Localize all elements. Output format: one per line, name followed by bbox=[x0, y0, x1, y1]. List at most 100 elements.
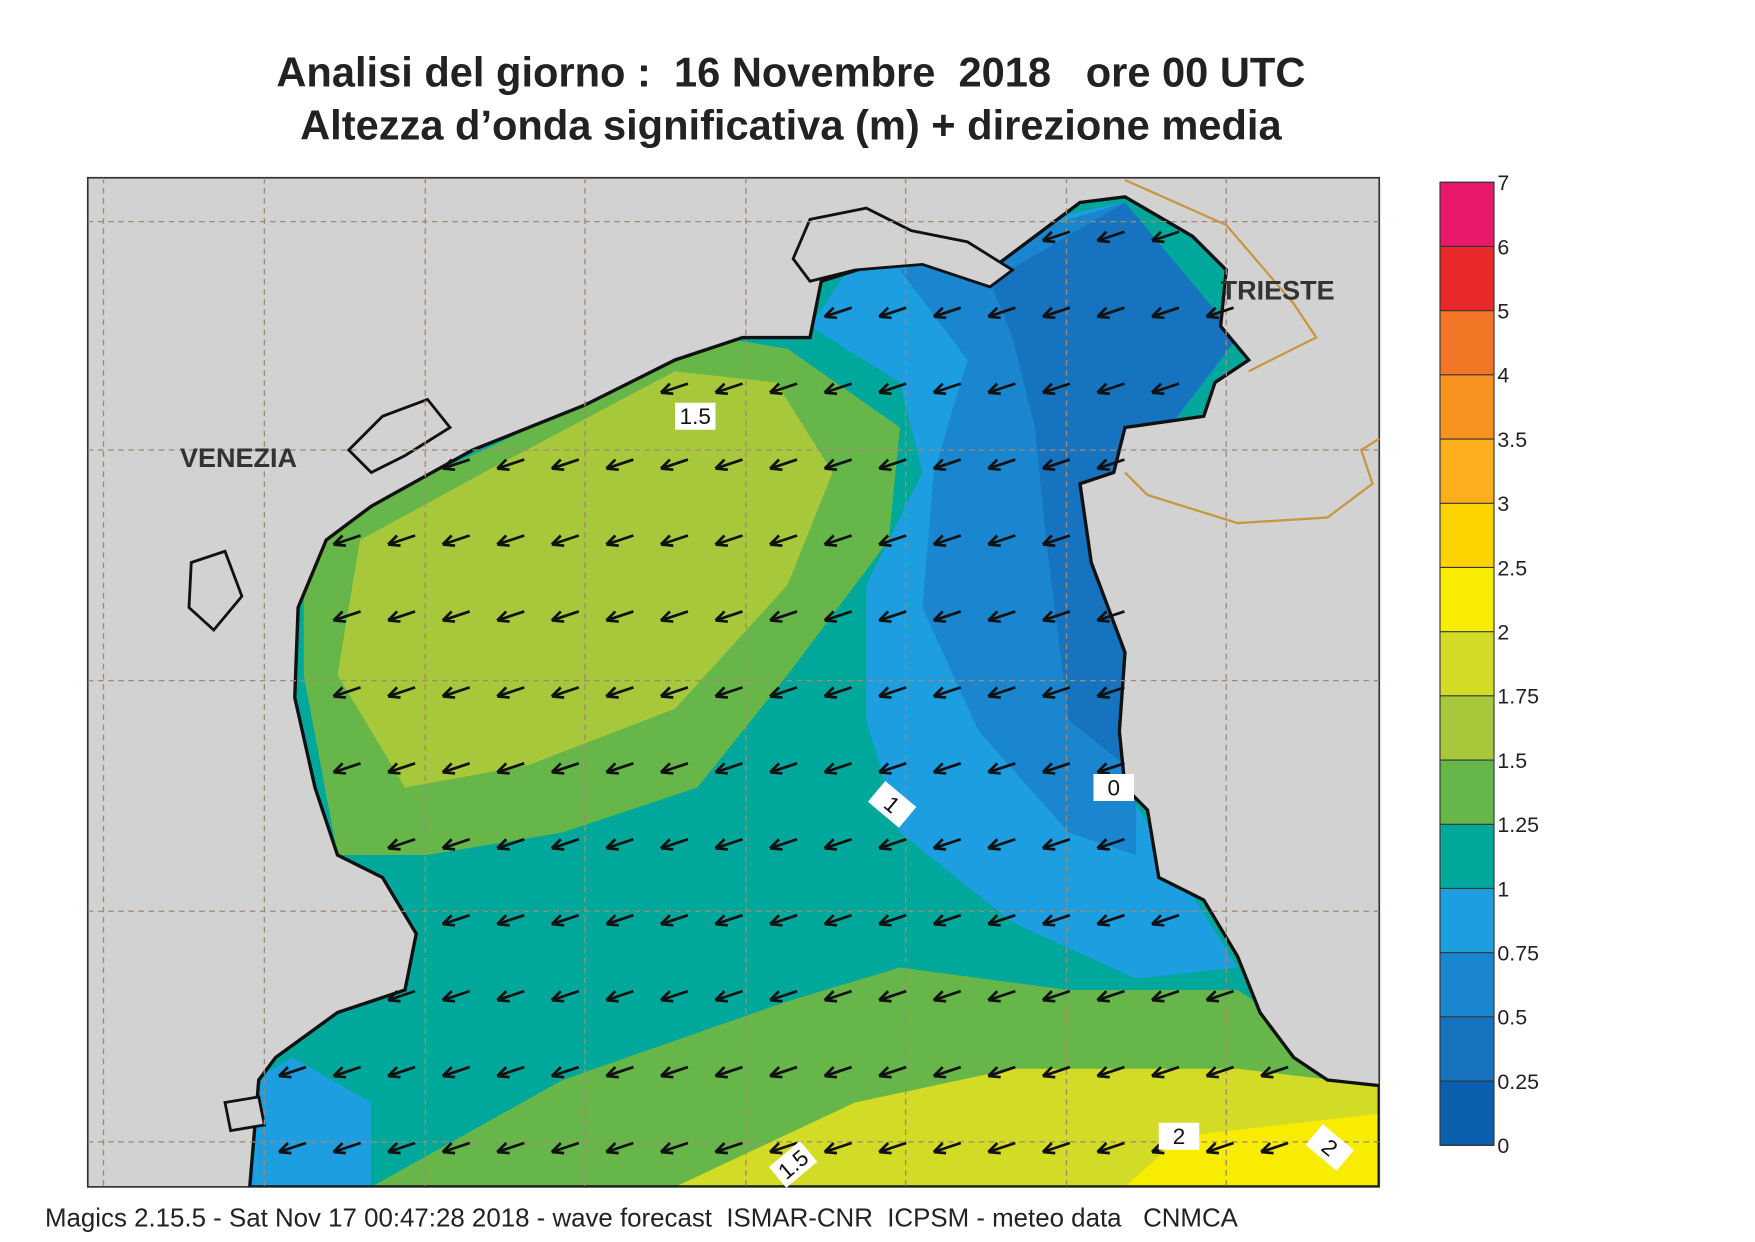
arrow bbox=[932, 610, 962, 623]
arrow bbox=[932, 989, 962, 1003]
colorbar-band bbox=[1440, 824, 1494, 889]
arrow bbox=[1041, 686, 1071, 699]
arrow bbox=[496, 686, 525, 699]
arrow bbox=[496, 837, 525, 851]
contour-label-box bbox=[1158, 1122, 1200, 1150]
arrow bbox=[387, 1065, 416, 1079]
arrow bbox=[332, 762, 361, 775]
colorbar-band bbox=[1440, 952, 1494, 1017]
arrow bbox=[987, 534, 1016, 547]
arrow bbox=[932, 837, 962, 851]
arrow bbox=[659, 382, 689, 396]
arrow bbox=[1205, 1065, 1234, 1079]
contour-label-text: 0 bbox=[1107, 775, 1120, 800]
colorbar-band bbox=[1440, 567, 1494, 632]
arrow bbox=[932, 382, 962, 396]
arrow bbox=[878, 382, 907, 396]
arrow bbox=[878, 837, 907, 851]
arrow bbox=[1096, 230, 1125, 244]
arrow bbox=[1205, 989, 1234, 1003]
arrow bbox=[496, 1065, 525, 1079]
contour-label-box bbox=[768, 1141, 818, 1188]
colorbar-band bbox=[1440, 1016, 1494, 1082]
colorbar-band bbox=[1440, 246, 1494, 311]
arrow bbox=[1096, 1065, 1125, 1079]
arrow bbox=[1096, 458, 1125, 472]
arrow bbox=[932, 913, 962, 927]
arrow bbox=[496, 458, 525, 472]
arrow bbox=[1096, 1141, 1125, 1155]
city-label: VENEZIA bbox=[180, 443, 297, 473]
arrow bbox=[659, 534, 689, 547]
footer: Magics 2.15.5 - Sat Nov 17 00:47:28 2018… bbox=[45, 1204, 1239, 1232]
contour-label-text: 1.5 bbox=[680, 404, 711, 429]
arrow bbox=[605, 989, 634, 1003]
arrow bbox=[332, 1141, 361, 1155]
arrow bbox=[769, 762, 798, 775]
arrow bbox=[1041, 837, 1071, 851]
arrow bbox=[441, 686, 471, 699]
arrow bbox=[278, 1065, 307, 1079]
arrow bbox=[932, 458, 962, 472]
arrow bbox=[1041, 610, 1071, 623]
arrow bbox=[659, 913, 689, 927]
arrow bbox=[823, 1141, 853, 1155]
arrow bbox=[823, 534, 853, 547]
arrow bbox=[441, 458, 471, 472]
arrow bbox=[1151, 306, 1180, 320]
colorbar-label: 0 bbox=[1497, 1134, 1509, 1158]
arrow bbox=[932, 686, 962, 699]
arrow bbox=[496, 913, 525, 927]
arrow bbox=[441, 837, 471, 851]
colorbar-label: 2 bbox=[1497, 621, 1509, 645]
colorbar-label: 7 bbox=[1497, 171, 1509, 195]
arrow bbox=[659, 762, 689, 775]
arrow bbox=[1151, 913, 1180, 927]
colorbar-label: 3 bbox=[1497, 492, 1509, 516]
wave-direction-arrows bbox=[278, 230, 1344, 1155]
arrow bbox=[278, 1141, 307, 1155]
arrow bbox=[1041, 1141, 1071, 1155]
arrow bbox=[714, 610, 743, 623]
arrow bbox=[878, 610, 907, 623]
arrow bbox=[605, 686, 634, 699]
lagoon-islands bbox=[187, 206, 1015, 1133]
arrow bbox=[605, 610, 634, 623]
arrow bbox=[823, 306, 853, 320]
colorbar-band bbox=[1440, 310, 1494, 375]
arrow bbox=[987, 1141, 1016, 1155]
arrow bbox=[823, 458, 853, 472]
arrow bbox=[878, 458, 907, 472]
arrow bbox=[769, 458, 798, 472]
title-line-2: Altezza d’onda significativa (m) + direz… bbox=[300, 102, 1282, 149]
arrow bbox=[550, 458, 580, 472]
arrow bbox=[659, 989, 689, 1003]
arrow bbox=[387, 534, 416, 547]
colorbar-band bbox=[1440, 1081, 1494, 1146]
arrow bbox=[987, 306, 1016, 320]
contour-label: 1 bbox=[867, 781, 917, 828]
arrow bbox=[714, 989, 743, 1003]
contour-label: 2 bbox=[1305, 1124, 1354, 1171]
arrow bbox=[387, 989, 416, 1003]
arrow bbox=[878, 1141, 907, 1155]
colorbar-label: 6 bbox=[1497, 235, 1509, 259]
arrow bbox=[1096, 837, 1125, 851]
arrow bbox=[1096, 382, 1125, 396]
arrow bbox=[1205, 306, 1234, 320]
colorbar-label: 1 bbox=[1497, 877, 1509, 901]
arrow bbox=[1041, 382, 1071, 396]
arrow bbox=[441, 610, 471, 623]
colorbar-label: 0.5 bbox=[1497, 1006, 1527, 1030]
arrow bbox=[605, 913, 634, 927]
arrow bbox=[1151, 382, 1180, 396]
arrow bbox=[823, 686, 853, 699]
arrow bbox=[714, 837, 743, 851]
arrow bbox=[496, 610, 525, 623]
arrow bbox=[659, 686, 689, 699]
arrow bbox=[878, 534, 907, 547]
arrow bbox=[659, 458, 689, 472]
arrow bbox=[878, 686, 907, 699]
arrow bbox=[332, 686, 361, 699]
arrow bbox=[550, 610, 580, 623]
